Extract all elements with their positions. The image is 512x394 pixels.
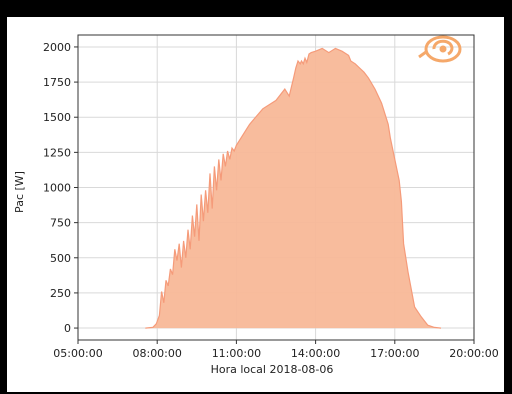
x-tick-label: 17:00:00 <box>370 347 419 360</box>
swirl-sun-logo-icon <box>418 35 462 63</box>
x-tick-label: 08:00:00 <box>132 347 181 360</box>
y-tick-label: 250 <box>50 287 71 300</box>
y-tick-label: 750 <box>50 217 71 230</box>
y-tick-label: 500 <box>50 252 71 265</box>
y-tick-label: 0 <box>64 322 71 335</box>
x-tick-label: 11:00:00 <box>212 347 261 360</box>
y-tick-label: 1000 <box>43 182 71 195</box>
x-axis-label: Hora local 2018-08-06 <box>211 363 334 376</box>
y-tick-label: 1500 <box>43 111 71 124</box>
y-tick-label: 2000 <box>43 41 71 54</box>
chart-frame: 0 250 500 750 1000 1250 1500 1750 2000 05:00:00 08… <box>7 17 504 392</box>
y-axis-label: Pac [W] <box>13 171 26 213</box>
x-tick-label: 05:00:00 <box>53 347 102 360</box>
y-tick-label: 1250 <box>43 146 71 159</box>
y-tick-label: 1750 <box>43 76 71 89</box>
ticks: 0 250 500 750 1000 1250 1500 1750 2000 05:00:00 08… <box>43 41 499 360</box>
x-tick-label: 20:00:00 <box>449 347 498 360</box>
pac-area-chart: 0 250 500 750 1000 1250 1500 1750 2000 05:00:00 08… <box>13 34 499 376</box>
series-layer <box>145 47 442 329</box>
pac-series-line <box>145 47 442 329</box>
x-tick-label: 14:00:00 <box>291 347 340 360</box>
pac-area-fill <box>145 48 442 329</box>
